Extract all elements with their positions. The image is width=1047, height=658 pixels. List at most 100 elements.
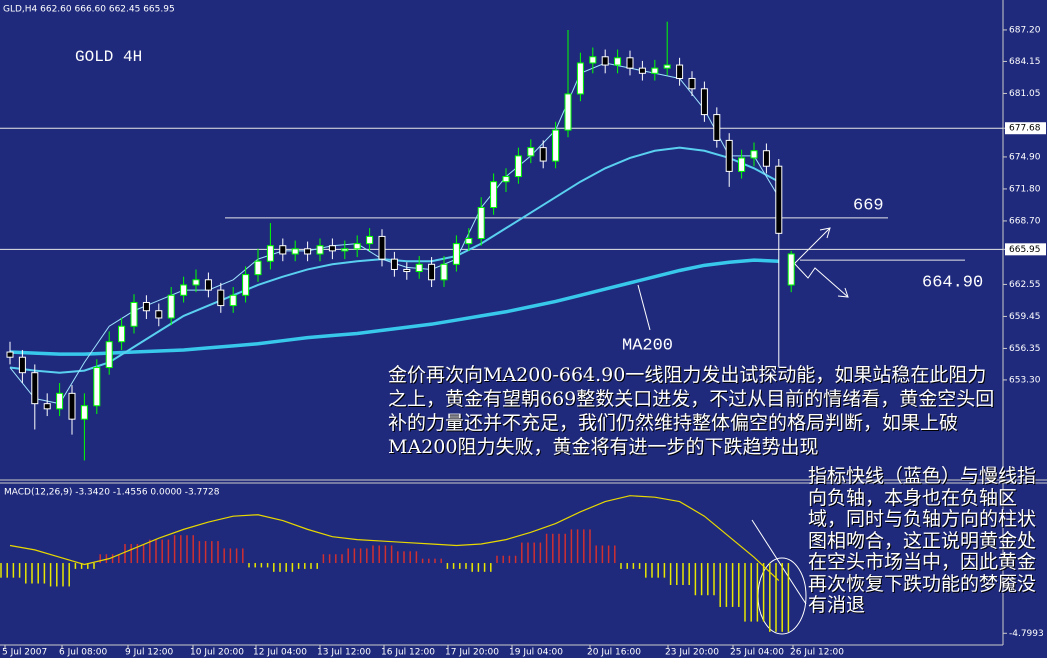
commentary: 金价再次向MA200-664.90一线阻力发出试探动能，如果站稳在此阻力之上，黄… <box>388 364 995 458</box>
candle-body <box>118 325 126 343</box>
x-tick-label: 6 Jul 08:00 <box>59 648 108 658</box>
arrow <box>792 227 831 266</box>
candle-body <box>651 67 659 74</box>
arrow <box>792 261 849 298</box>
candle-body <box>279 245 287 255</box>
x-tick-label: 26 Jul 12:00 <box>790 648 844 658</box>
candle-body <box>787 253 795 286</box>
candle-body <box>130 301 138 327</box>
x-tick-label: 12 Jul 04:00 <box>253 648 307 658</box>
y-tick-label: 653.30 <box>1009 375 1041 385</box>
y-tick-label: 687.20 <box>1009 25 1041 35</box>
candle-body <box>204 279 212 291</box>
y-tick-label: 668.70 <box>1009 216 1041 226</box>
candle-body <box>775 165 783 234</box>
candle-body <box>142 301 150 312</box>
candle-body <box>242 274 250 296</box>
candle-body <box>465 237 473 245</box>
x-tick-label: 10 Jul 20:00 <box>190 648 244 658</box>
candle-body <box>353 243 361 250</box>
header: GLD,H4 662.60 666.60 662.45 665.95 <box>3 5 175 15</box>
moving-average <box>9 258 779 356</box>
candle-body <box>167 294 175 319</box>
candle-body <box>700 88 708 116</box>
x-tick-label: 16 Jul 12:00 <box>381 648 435 658</box>
candle-body <box>576 62 584 95</box>
candle-body <box>676 64 684 79</box>
candle-body <box>31 372 39 405</box>
candle-body <box>589 56 597 64</box>
candle-body <box>564 93 572 131</box>
candle-body <box>254 260 262 276</box>
candle-body <box>527 147 535 157</box>
y-tick-label: 656.35 <box>1009 344 1041 354</box>
candle-body <box>56 392 64 410</box>
x-tick-label: 19 Jul 04:00 <box>509 648 563 658</box>
candle-body <box>192 279 200 286</box>
candle-body <box>626 57 634 69</box>
arrow-head <box>819 227 831 239</box>
candle-body <box>266 245 274 262</box>
x-tick-label: 23 Jul 20:00 <box>665 648 719 658</box>
candle-body <box>366 235 374 245</box>
candle-body <box>304 248 312 255</box>
candle-body <box>638 67 646 74</box>
arrow-head <box>837 287 849 298</box>
level-label: 664.90 <box>922 273 983 292</box>
candle-body <box>80 405 88 420</box>
candle-body <box>180 284 188 296</box>
y-tick-label: 681.05 <box>1009 89 1041 99</box>
candle-body <box>490 181 498 209</box>
candle-body <box>688 77 696 90</box>
candle-body <box>502 176 510 183</box>
candle-body <box>440 263 448 281</box>
candle-body <box>403 268 411 273</box>
candle-body <box>155 310 163 319</box>
y-tick-label: 662.55 <box>1009 280 1041 290</box>
level-label: 669 <box>853 196 884 215</box>
candle-body <box>415 263 423 273</box>
y-tick-label: 671.80 <box>1009 184 1041 194</box>
candle-body <box>93 367 101 407</box>
candle-body <box>291 248 299 255</box>
candle-body <box>316 245 324 255</box>
pointer-line <box>751 519 807 605</box>
candle-body <box>18 356 26 374</box>
candle-body <box>762 150 770 167</box>
candle-body <box>428 263 436 281</box>
candle-body <box>328 245 336 252</box>
macd-title: MACD(12,26,9) -3.3420 -1.4556 0.0000 -3.… <box>4 488 220 498</box>
pointer-line <box>637 284 651 331</box>
candle-body <box>341 248 349 252</box>
candle-body <box>663 64 671 69</box>
y-tick-label: 677.68 <box>1009 124 1041 134</box>
candle-body <box>713 114 721 141</box>
ma-label: MA200 <box>622 336 673 355</box>
x-tick-label: 13 Jul 12:00 <box>317 648 371 658</box>
candle-body <box>539 147 547 162</box>
candle-body <box>6 351 14 358</box>
candle-body <box>229 294 237 307</box>
candle-body <box>514 155 522 178</box>
chart-title: GOLD 4H <box>75 48 142 66</box>
candle-body <box>601 56 609 66</box>
y-tick-label: 665.95 <box>1009 245 1041 255</box>
candle-body <box>452 243 460 265</box>
y-tick-label: 684.15 <box>1009 57 1041 67</box>
tick-highlight <box>1005 243 1046 256</box>
y-tick-label: 674.90 <box>1009 152 1041 162</box>
x-tick-label: 9 Jul 12:00 <box>125 648 174 658</box>
candle-body <box>477 207 485 239</box>
tick-highlight <box>1005 122 1046 135</box>
candle-body <box>217 289 225 307</box>
candle-body <box>738 157 746 172</box>
candle-body <box>105 341 113 369</box>
x-tick-label: 25 Jul 04:00 <box>730 648 784 658</box>
x-tick-label: 5 Jul 2007 <box>2 648 47 658</box>
candle-body <box>390 258 398 270</box>
candle-body <box>68 392 76 420</box>
candle-body <box>750 150 758 159</box>
candle-body <box>552 129 560 162</box>
y-tick-label: 659.45 <box>1009 312 1041 322</box>
